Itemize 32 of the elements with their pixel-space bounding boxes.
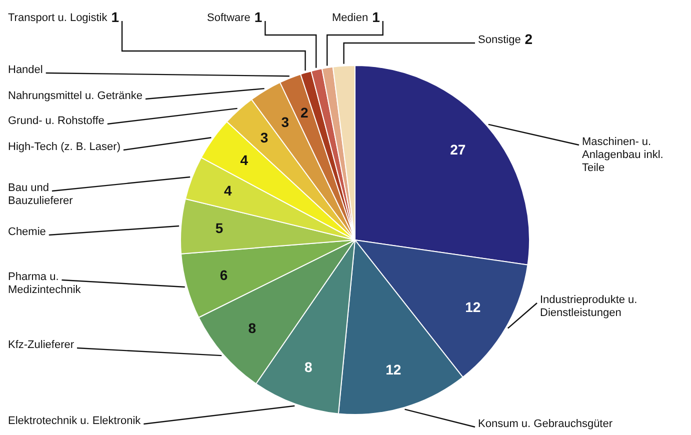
data-label: 8 — [248, 320, 256, 336]
data-label: 8 — [304, 358, 313, 375]
data-label: 12 — [465, 298, 481, 315]
slice-label: Bau und Bauzulieferer — [8, 182, 74, 208]
slice-label: High-Tech (z. B. Laser) — [8, 141, 120, 154]
slice-label: Kfz-Zulieferer — [8, 339, 74, 352]
slice-label: Maschinen- u. Anlagenbau inkl. Teile — [582, 136, 664, 174]
slice-label: Konsum u. Gebrauchsgüter — [478, 418, 613, 430]
data-label: 3 — [260, 129, 268, 146]
data-label: 4 — [224, 182, 232, 198]
slice-label: Nahrungsmittel u. Getränke — [8, 90, 143, 102]
data-label: 1 — [372, 8, 380, 25]
slice-label: Sonstige — [478, 34, 521, 46]
data-label: 5 — [215, 220, 224, 236]
data-label: 3 — [281, 114, 290, 130]
slice-label: Software — [207, 12, 250, 24]
slice-label: Handel — [8, 64, 43, 76]
data-label: 2 — [300, 104, 309, 120]
data-label: 12 — [386, 361, 402, 378]
data-label: 4 — [240, 152, 248, 168]
slice-label: Medien — [332, 12, 368, 24]
slice-label: Pharma u. Medizintechnik — [8, 271, 82, 296]
slice-label: Elektrotechnik u. Elektronik — [8, 415, 142, 428]
data-label: 2 — [524, 30, 533, 47]
data-label: 1 — [254, 8, 262, 25]
data-label: 6 — [220, 267, 228, 284]
data-label: 27 — [450, 142, 466, 158]
data-label: 1 — [111, 8, 120, 25]
slice-label: Industrieprodukte u. Dienstleistungen — [540, 294, 638, 320]
slice-label: Grund- u. Rohstoffe — [8, 115, 104, 128]
slice-label: Chemie — [8, 226, 46, 238]
slice-label: Transport u. Logistik — [8, 12, 108, 24]
